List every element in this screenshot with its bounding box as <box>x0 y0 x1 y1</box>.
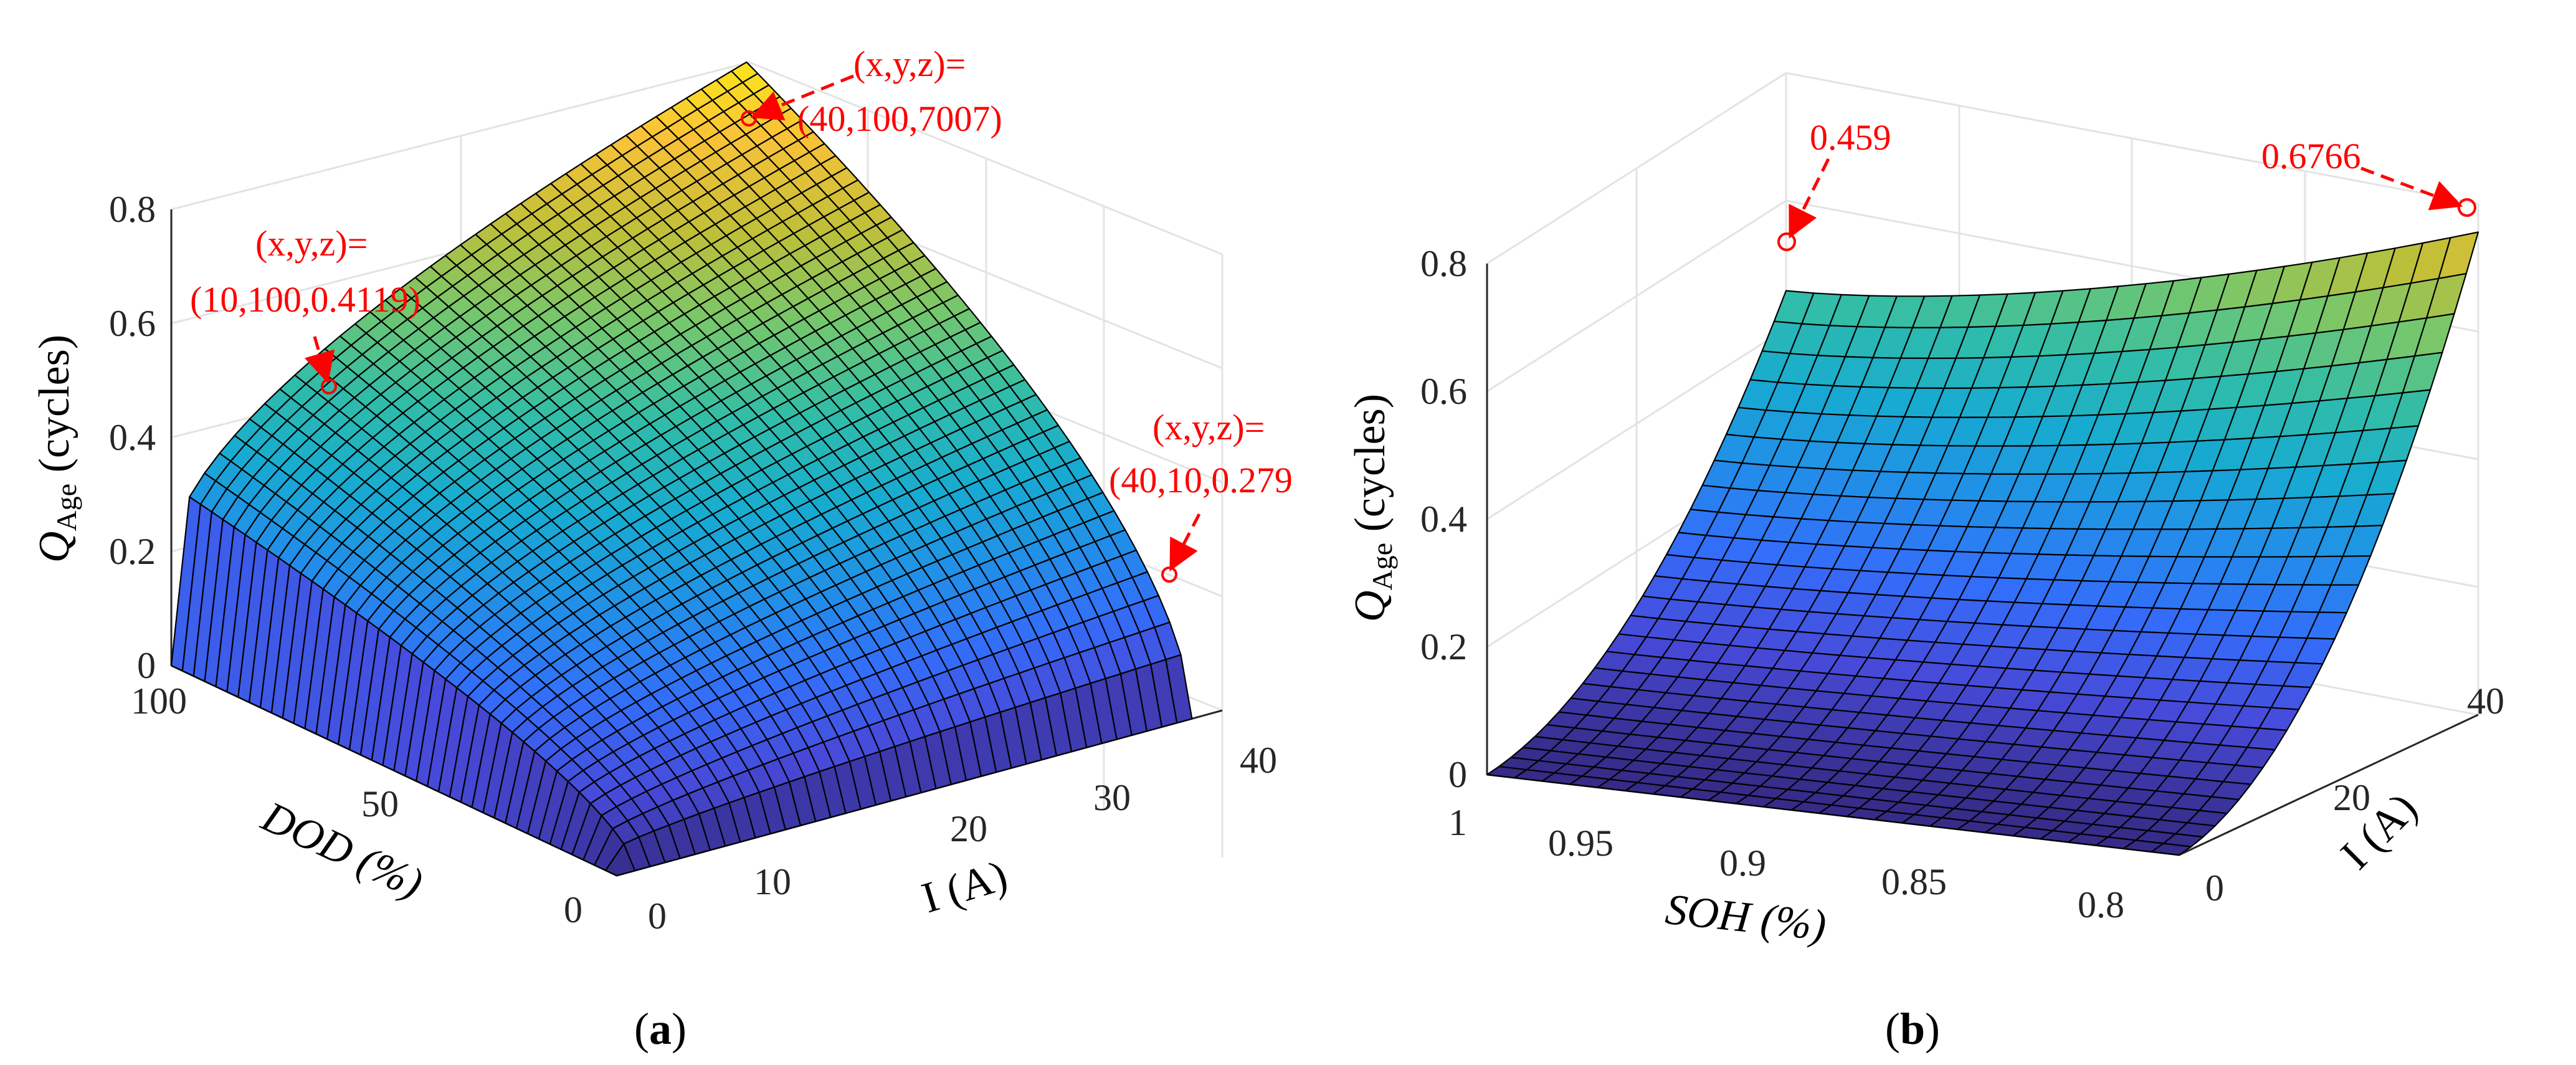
chart-a-z-tick: 0.4 <box>109 417 156 458</box>
chart-a-annotation-label: (x,y,z)= <box>853 44 966 84</box>
chart-b-x-tick: 1 <box>1448 802 1467 843</box>
chart-a-z-axis-unit: (cycles) <box>31 335 78 484</box>
chart-a-annotation-value: (40,10,0.279 <box>1109 460 1293 500</box>
chart-b-surface-cell <box>2151 843 2192 856</box>
chart-a-surface-cell <box>1165 654 1193 724</box>
chart-b-y-tick: 40 <box>2467 681 2504 722</box>
chart-a-x-tick: 20 <box>950 808 987 849</box>
chart-a-annotation-label: (x,y,z)= <box>255 223 368 264</box>
chart-b-z-tick: 0.6 <box>1420 371 1467 412</box>
chart-a-z-axis-label: QAge (cycles) <box>31 335 82 563</box>
chart-a-z-tick: 0.8 <box>109 189 156 230</box>
chart-b-y-tick: 20 <box>2333 777 2370 818</box>
chart-b-y-tick: 0 <box>2205 867 2224 909</box>
chart-b-z-tick: 0.4 <box>1420 499 1467 540</box>
chart-b-z-tick: 0 <box>1448 754 1467 795</box>
chart-a-x-ticks: 0 10 20 30 40 <box>648 740 1277 937</box>
chart-a-y-tick: 0 <box>564 889 582 930</box>
chart-b-x-tick: 0.8 <box>2078 884 2124 925</box>
chart-a-x-tick: 0 <box>648 895 667 937</box>
chart-b-annotation-value: 0.6766 <box>2261 136 2361 176</box>
chart-b-z-axis-q: Q <box>1346 591 1394 623</box>
chart-b-annotation-value: 0.459 <box>1810 117 1891 158</box>
chart-a-x-tick: 10 <box>754 861 791 902</box>
chart-b-x-tick: 0.85 <box>1881 861 1947 902</box>
chart-b-z-tick: 0.8 <box>1420 243 1467 284</box>
chart-a-panel-letter: a <box>649 1004 672 1054</box>
chart-a-x-tick: 30 <box>1093 777 1131 818</box>
chart-a-annotation-label: (x,y,z)= <box>1153 407 1265 447</box>
chart-a-annotation-value: (10,100,0.4119) <box>190 279 421 320</box>
chart-a-annotation-left: (x,y,z)= (10,100,0.4119) <box>190 223 421 394</box>
chart-a-y-axis-label: DOD (%) <box>254 792 430 908</box>
chart-b-panel-letter: b <box>1900 1004 1925 1054</box>
chart-b-x-ticks: 1 0.95 0.9 0.85 0.8 <box>1448 802 2124 925</box>
chart-a: 0 0.2 0.4 0.6 0.8 100 50 0 0 10 20 30 40… <box>31 44 1293 1054</box>
chart-a-x-tick: 40 <box>1240 740 1277 781</box>
chart-a-panel-label: (a) <box>634 1004 687 1054</box>
chart-a-x-axis-label: I (A) <box>916 851 1012 922</box>
chart-a-z-tick: 0 <box>137 645 156 686</box>
chart-b-panel-label: (b) <box>1885 1004 1940 1054</box>
chart-b-annotation-left: 0.459 <box>1777 117 1891 251</box>
chart-b-x-axis-label: SOH (%) <box>1663 886 1828 950</box>
chart-b-z-tick: 0.2 <box>1420 626 1467 667</box>
chart-a-annotation-right: (x,y,z)= (40,10,0.279 <box>1109 407 1293 583</box>
chart-a-annotation-value: (40,100,7007) <box>797 98 1002 139</box>
chart-b-z-axis-unit: (cycles) <box>1346 394 1394 543</box>
chart-a-z-axis-q: Q <box>31 532 78 563</box>
chart-a-y-tick: 50 <box>361 783 399 824</box>
chart-b-surface <box>1486 231 2479 856</box>
chart-b-y-ticks: 0 20 40 <box>2205 681 2504 909</box>
chart-a-y-tick: 100 <box>131 681 187 722</box>
chart-b-z-ticks: 0 0.2 0.4 0.6 0.8 <box>1420 243 1467 795</box>
chart-a-z-tick: 0.6 <box>109 303 156 344</box>
chart-a-z-ticks: 0 0.2 0.4 0.6 0.8 <box>109 189 156 686</box>
chart-a-y-ticks: 100 50 0 <box>131 681 582 930</box>
chart-b-annotation-right: 0.6766 <box>2261 136 2476 217</box>
chart-a-surface <box>170 61 1193 877</box>
chart-a-z-axis-sub: Age <box>50 484 82 532</box>
chart-b-z-axis-sub: Age <box>1366 543 1398 591</box>
chart-b-x-tick: 0.95 <box>1548 823 1614 864</box>
chart-b-x-tick: 0.9 <box>1719 843 1766 884</box>
chart-b-z-axis-label: QAge (cycles) <box>1346 394 1398 622</box>
chart-a-z-tick: 0.2 <box>109 531 156 572</box>
chart-a-annotation-top: (x,y,z)= (40,100,7007) <box>741 44 1002 139</box>
chart-b: 0 0.2 0.4 0.6 0.8 1 0.95 0.9 0.85 0.8 0 … <box>1346 72 2504 1054</box>
